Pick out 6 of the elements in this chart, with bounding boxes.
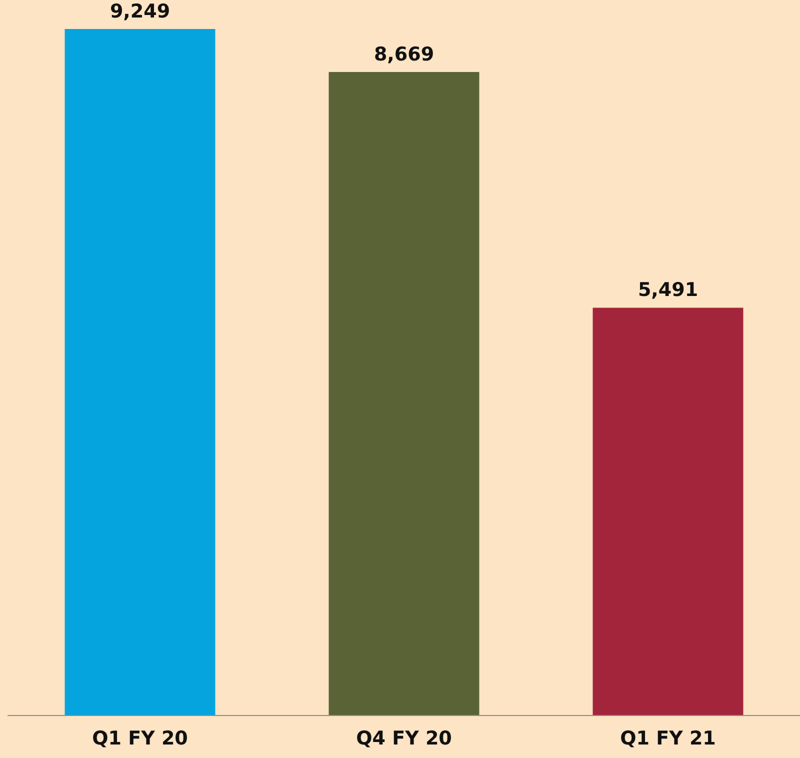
x-tick-label: Q1 FY 20: [92, 728, 188, 750]
data-label: 5,491: [638, 279, 698, 302]
x-tick-label: Q4 FY 20: [356, 728, 452, 750]
data-label: 9,249: [110, 0, 170, 22]
data-label: 8,669: [374, 44, 434, 66]
x-tick-label: Q1 FY 21: [620, 728, 716, 750]
